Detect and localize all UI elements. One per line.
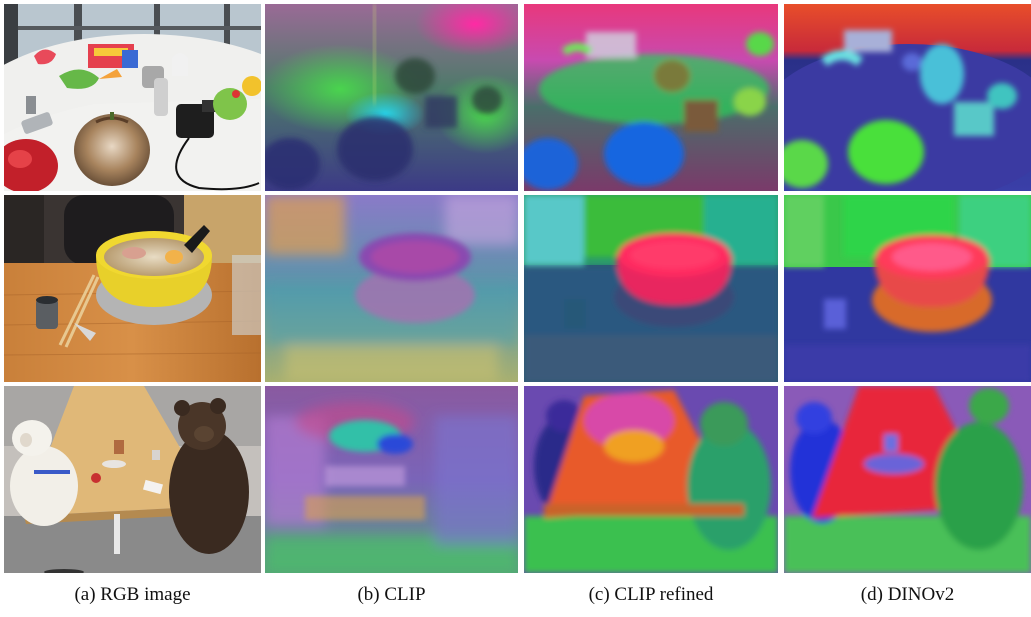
caption-rgb-image: (a) RGB image bbox=[74, 584, 191, 605]
dinov2-feature-map-plush-dining bbox=[784, 386, 1031, 573]
clip-feature-map-ramen bbox=[265, 195, 518, 382]
caption-clip-refined: (c) CLIP refined bbox=[588, 584, 714, 605]
clip-refined-feature-map-plush-dining bbox=[524, 386, 778, 573]
caption-clip: (b) CLIP bbox=[357, 584, 426, 605]
dinov2-feature-map-ramen bbox=[784, 195, 1031, 382]
clip-refined-feature-map-ramen bbox=[524, 195, 778, 382]
dinov2-feature-map-toys bbox=[784, 4, 1031, 191]
rgb-image-ramen bbox=[4, 195, 261, 382]
caption-dinov2: (d) DINOv2 bbox=[860, 584, 955, 605]
clip-feature-map-toys bbox=[265, 4, 518, 191]
clip-refined-feature-map-toys bbox=[524, 4, 778, 191]
rgb-image-toys bbox=[4, 4, 261, 191]
rgb-image-plush-dining bbox=[4, 386, 261, 573]
clip-feature-map-plush-dining bbox=[265, 386, 518, 573]
